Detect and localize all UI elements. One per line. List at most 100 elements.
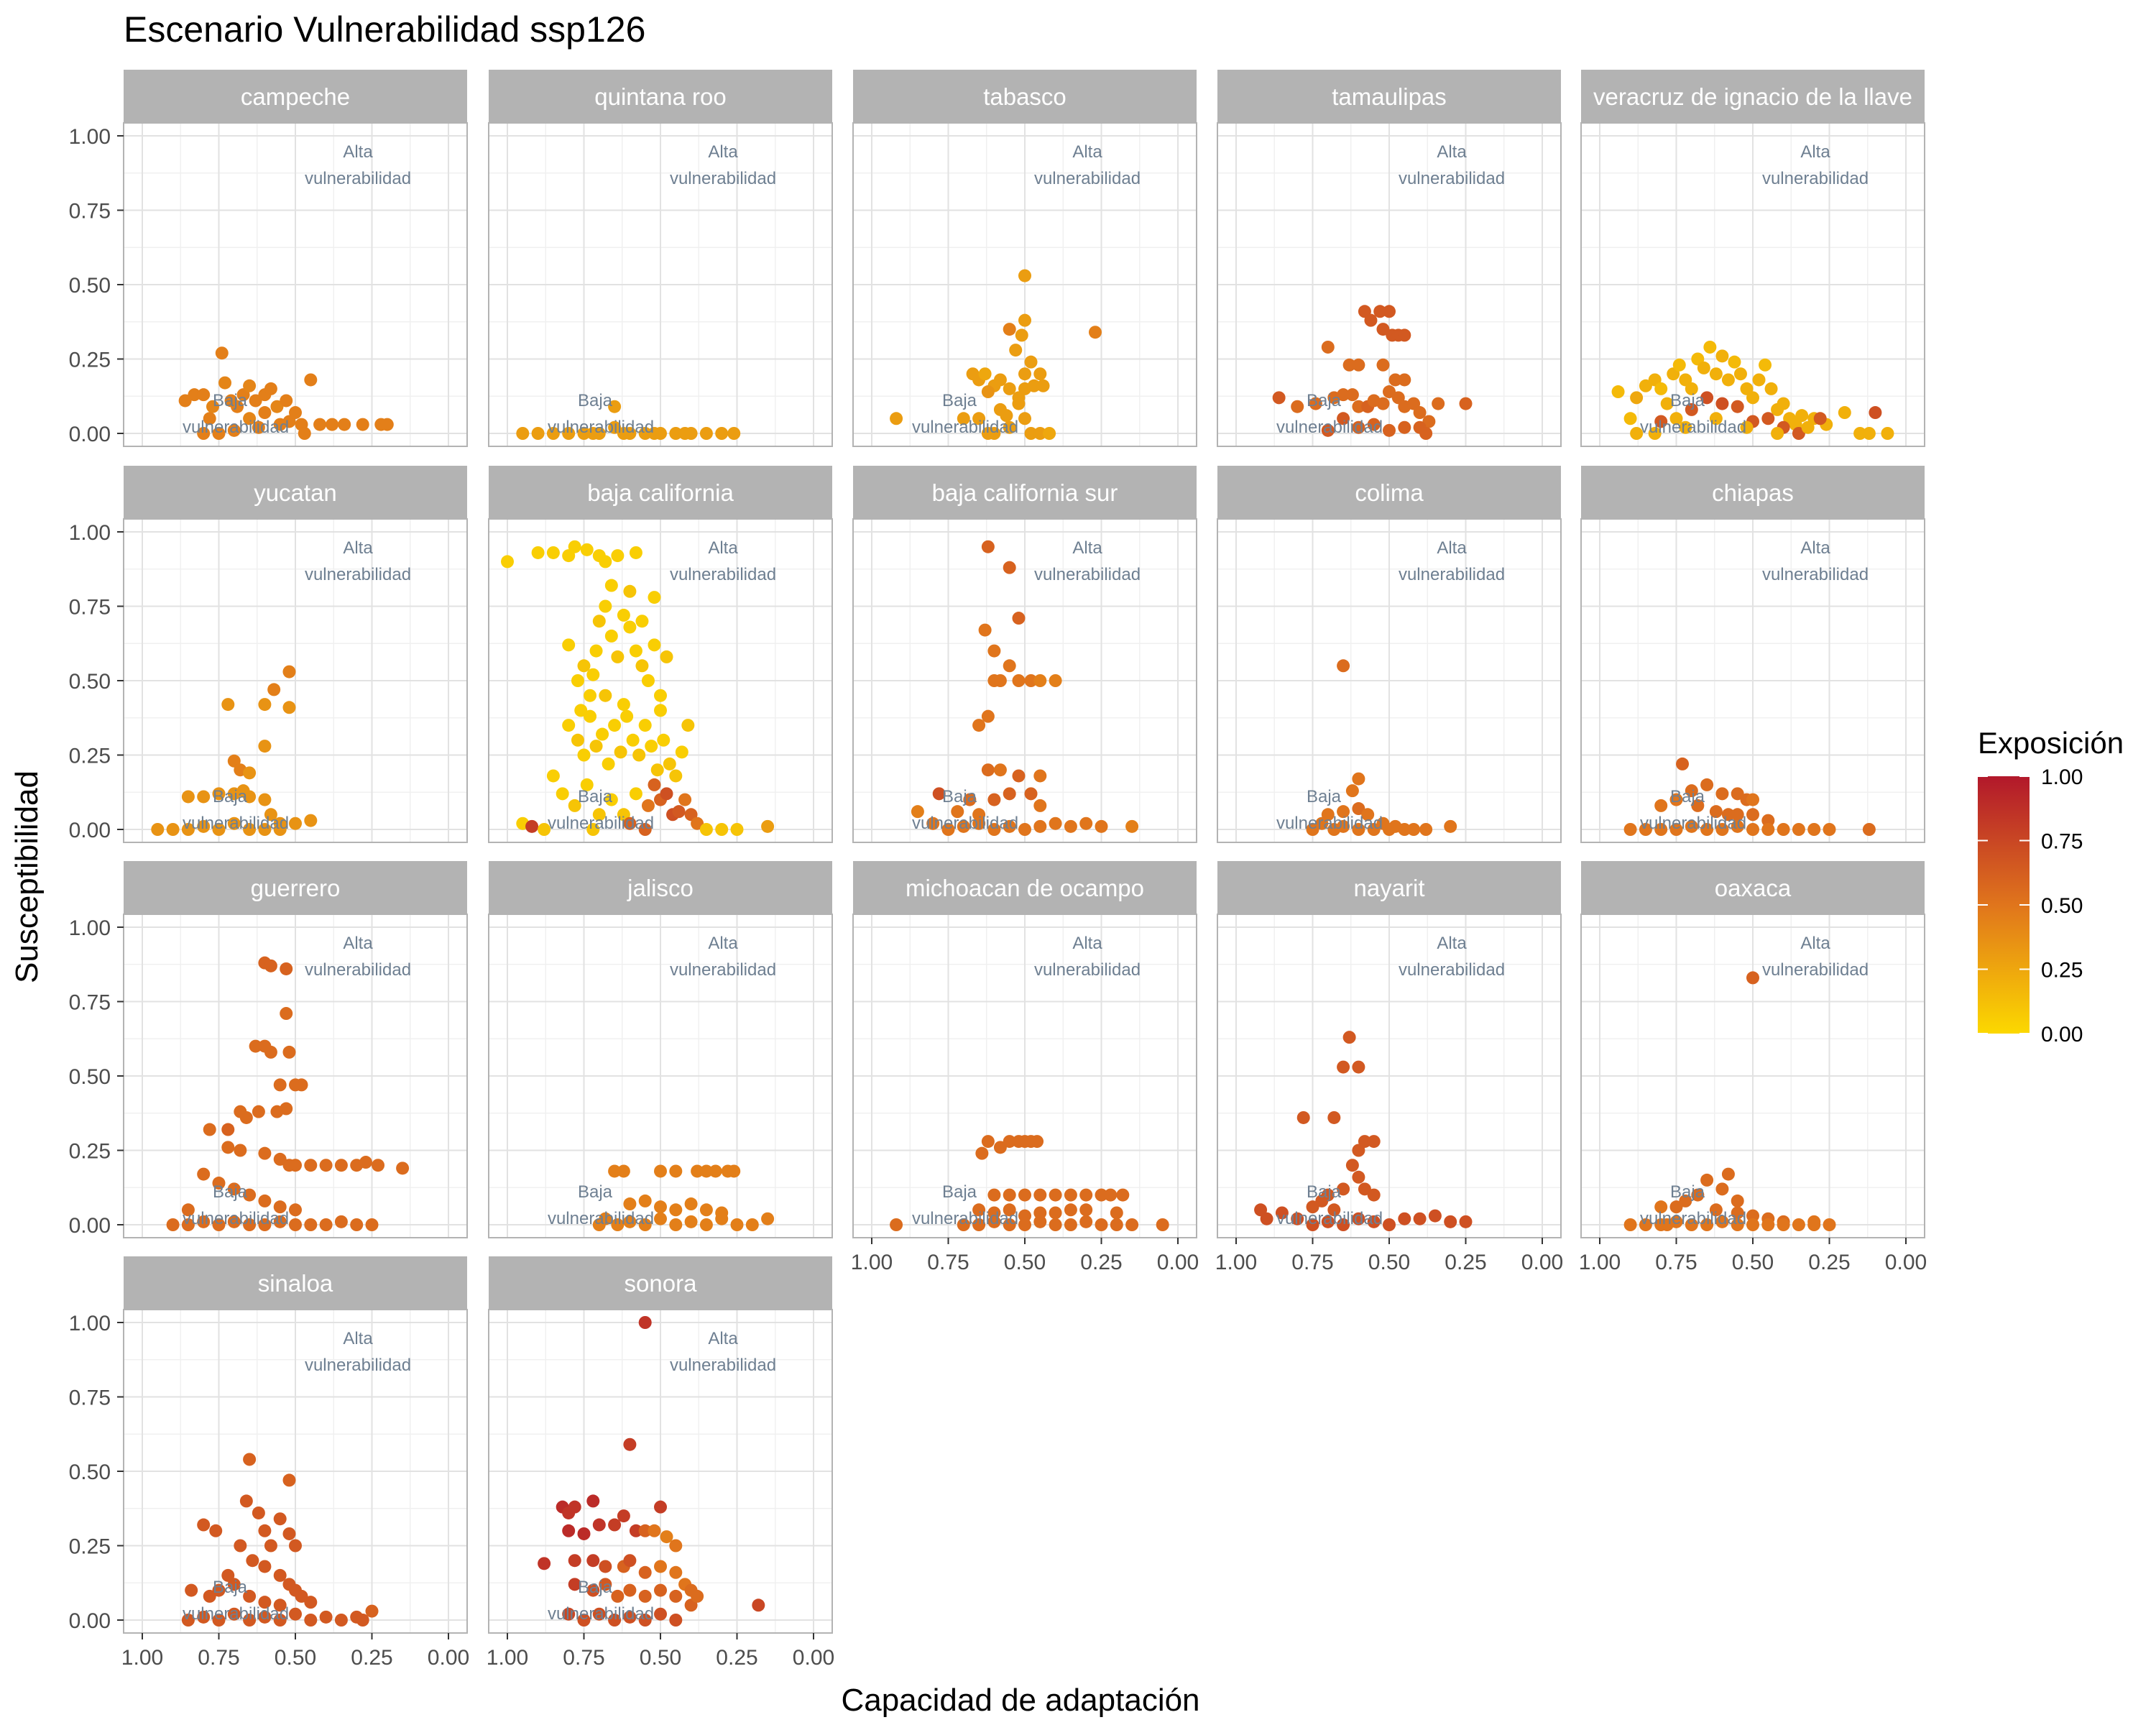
- data-point: [243, 1188, 257, 1202]
- data-point: [289, 1203, 302, 1217]
- data-point: [972, 1203, 986, 1217]
- data-point: [239, 1494, 253, 1508]
- data-point: [1012, 769, 1026, 783]
- annotation-low-line1: Baja: [578, 1182, 613, 1202]
- data-point: [1033, 1206, 1047, 1220]
- data-point: [623, 620, 637, 634]
- data-point: [1703, 340, 1717, 354]
- data-point: [1731, 1206, 1744, 1220]
- facet-strip-label: jalisco: [627, 875, 694, 901]
- data-point: [574, 704, 588, 717]
- data-point: [1383, 385, 1396, 399]
- data-point: [212, 1218, 226, 1231]
- data-point: [258, 1596, 272, 1609]
- data-point: [1660, 1218, 1674, 1231]
- data-point: [638, 1614, 652, 1627]
- data-point: [273, 1078, 287, 1092]
- y-tick-label: 0.50: [69, 274, 111, 298]
- facet-strip: [1217, 466, 1561, 519]
- annotation-low-line1: Baja: [1307, 787, 1342, 806]
- x-tick-label: 0.75: [1291, 1251, 1333, 1274]
- data-point: [282, 665, 296, 678]
- facet-oaxaca: oaxaca Alta vulnerabilidad Baja vulnerabilid…: [1579, 861, 1927, 1274]
- facet-campeche: campeche Alta vulnerabilidad Baja vulnerabil…: [69, 70, 468, 447]
- facet-points: [516, 400, 741, 440]
- data-point: [987, 427, 1001, 440]
- facet-panel-border: [1217, 122, 1562, 447]
- data-point: [1746, 971, 1759, 985]
- data-point: [629, 1524, 642, 1537]
- data-point: [571, 674, 584, 687]
- data-point: [623, 1610, 637, 1624]
- data-point: [1823, 1218, 1836, 1231]
- facet-points: [911, 540, 1139, 836]
- data-point: [638, 1589, 652, 1603]
- facet-strip-label: tamaulipas: [1332, 83, 1447, 110]
- data-point: [1024, 674, 1038, 687]
- data-point: [562, 719, 576, 732]
- facet-strip: [1581, 466, 1925, 519]
- data-point: [1813, 412, 1827, 426]
- y-tick-label: 1.00: [69, 521, 111, 545]
- data-point: [669, 1218, 683, 1231]
- data-point: [1049, 1218, 1062, 1231]
- facet-points: [166, 956, 410, 1231]
- data-point: [617, 427, 630, 440]
- x-tick-label: 0.00: [793, 1646, 834, 1670]
- data-point: [1413, 1212, 1427, 1225]
- data-point: [273, 1215, 287, 1228]
- facet-points: [1623, 971, 1836, 1231]
- data-point: [258, 823, 272, 836]
- data-point: [166, 823, 180, 836]
- data-point: [596, 727, 609, 741]
- data-point: [1869, 406, 1882, 420]
- data-point: [761, 819, 775, 833]
- data-point: [243, 1589, 257, 1603]
- data-point: [538, 823, 551, 836]
- data-point: [1352, 1212, 1365, 1225]
- data-point: [978, 623, 992, 637]
- data-point: [197, 790, 211, 804]
- data-point: [197, 819, 211, 833]
- data-point: [1853, 427, 1867, 440]
- data-point: [334, 1215, 348, 1228]
- data-point: [1291, 1212, 1304, 1225]
- data-point: [568, 799, 581, 812]
- annotation-high-line2: vulnerabilidad: [670, 1356, 776, 1375]
- data-point: [319, 1159, 333, 1172]
- data-point: [221, 698, 235, 712]
- data-point: [1018, 269, 1031, 282]
- data-point: [282, 701, 296, 714]
- data-point: [589, 740, 603, 753]
- annotation-high-line1: Alta: [708, 538, 738, 558]
- data-point: [181, 1614, 195, 1627]
- data-point: [1761, 814, 1775, 827]
- data-point: [987, 1188, 1001, 1202]
- data-point: [280, 394, 293, 408]
- annotation-low-line1: Baja: [213, 787, 248, 806]
- data-point: [556, 787, 569, 801]
- facet-points: [538, 1316, 765, 1627]
- data-point: [1296, 1110, 1310, 1124]
- data-point: [1731, 1218, 1744, 1231]
- data-point: [691, 816, 704, 830]
- data-point: [745, 1218, 759, 1231]
- data-point: [1676, 757, 1690, 770]
- data-point: [654, 1607, 667, 1621]
- data-point: [972, 412, 986, 426]
- data-point: [1012, 674, 1026, 687]
- data-point: [1407, 823, 1421, 836]
- annotation-high-line2: vulnerabilidad: [1034, 960, 1141, 980]
- facet-strip-label: yucatan: [254, 479, 337, 506]
- data-point: [1033, 799, 1047, 812]
- data-point: [562, 1607, 576, 1621]
- legend-label: 0.50: [2041, 894, 2083, 918]
- x-tick-label: 0.75: [563, 1646, 604, 1670]
- facet-grid: [1217, 914, 1561, 1238]
- annotation-high-line1: Alta: [343, 538, 373, 558]
- data-point: [1459, 1215, 1473, 1228]
- data-point: [663, 757, 676, 770]
- data-point: [1721, 1167, 1735, 1181]
- data-point: [577, 1614, 591, 1627]
- data-point: [258, 406, 272, 420]
